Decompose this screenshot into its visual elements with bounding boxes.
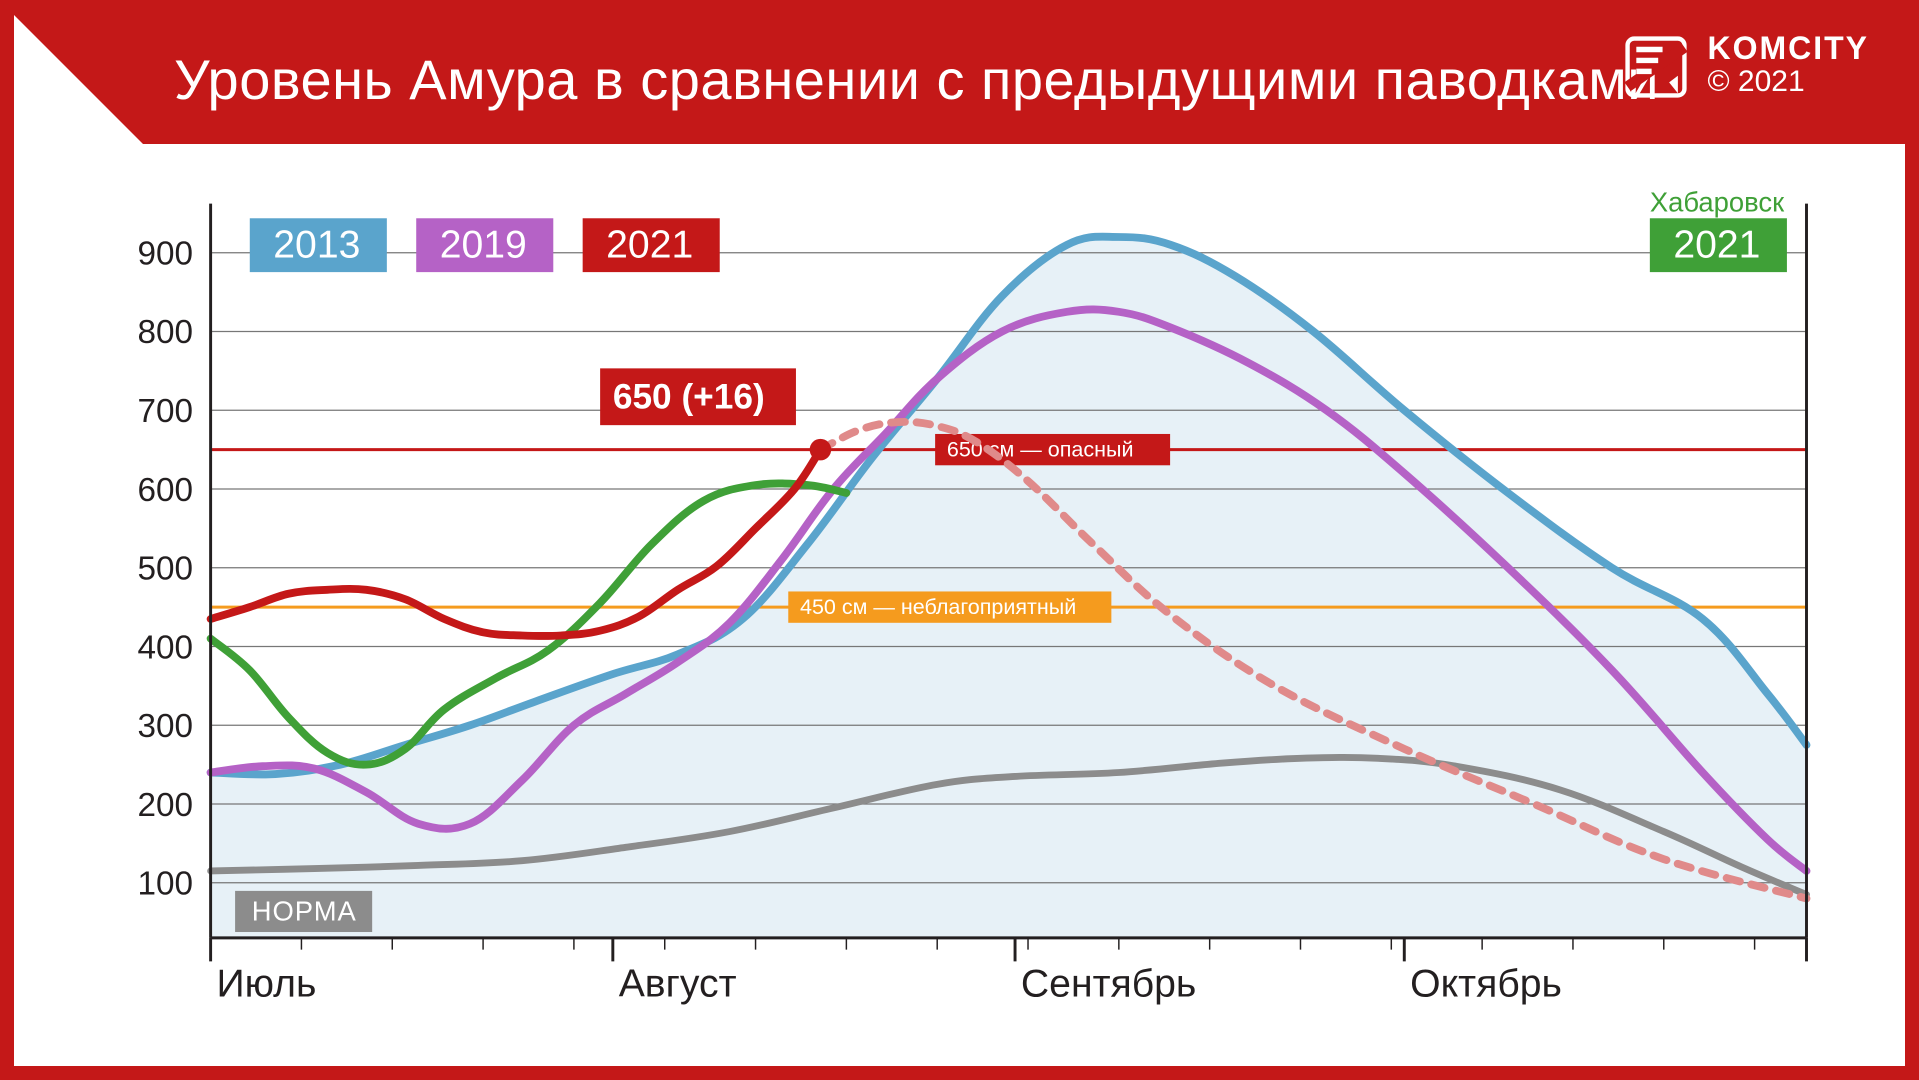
ref-label-warn: 450 см — неблагоприятный bbox=[800, 595, 1076, 619]
line-chart: 100200300400500600700800900650 см — опас… bbox=[84, 184, 1845, 1026]
y-tick-label: 900 bbox=[137, 235, 193, 272]
y-tick-label: 200 bbox=[137, 787, 193, 824]
area-2013 bbox=[211, 237, 1807, 938]
y-tick-label: 700 bbox=[137, 393, 193, 430]
brand-year: © 2021 bbox=[1707, 66, 1869, 98]
legend-label: 2021 bbox=[606, 223, 693, 266]
page-title: Уровень Амура в сравнении с предыдущими … bbox=[174, 47, 1659, 112]
legend-label: 2013 bbox=[273, 223, 360, 266]
header-bar: Уровень Амура в сравнении с предыдущими … bbox=[14, 14, 1905, 144]
x-month-label: Сентябрь bbox=[1021, 963, 1196, 1006]
x-month-label: Август bbox=[619, 963, 737, 1006]
y-tick-label: 800 bbox=[137, 314, 193, 351]
infographic-frame: Уровень Амура в сравнении с предыдущими … bbox=[0, 0, 1919, 1080]
chart-container: 100200300400500600700800900650 см — опас… bbox=[84, 184, 1845, 1026]
brand-name: KOMCITY bbox=[1707, 32, 1869, 66]
y-tick-label: 100 bbox=[137, 866, 193, 903]
callout-point bbox=[810, 439, 832, 461]
norma-label: НОРМА bbox=[252, 895, 357, 926]
y-tick-label: 600 bbox=[137, 472, 193, 509]
y-tick-label: 400 bbox=[137, 629, 193, 666]
brand-block: KOMCITY © 2021 bbox=[1621, 32, 1869, 102]
x-month-label: Июль bbox=[216, 963, 316, 1006]
y-tick-label: 300 bbox=[137, 708, 193, 745]
khabarovsk-label: Хабаровск bbox=[1650, 186, 1785, 217]
brand-logo-icon bbox=[1621, 32, 1691, 102]
legend-label: 2019 bbox=[440, 223, 527, 266]
khabarovsk-year: 2021 bbox=[1673, 223, 1760, 266]
y-tick-label: 500 bbox=[137, 551, 193, 588]
header-slant-cut bbox=[14, 15, 144, 145]
callout-text: 650 (+16) bbox=[613, 378, 765, 417]
x-month-label: Октябрь bbox=[1410, 963, 1562, 1006]
